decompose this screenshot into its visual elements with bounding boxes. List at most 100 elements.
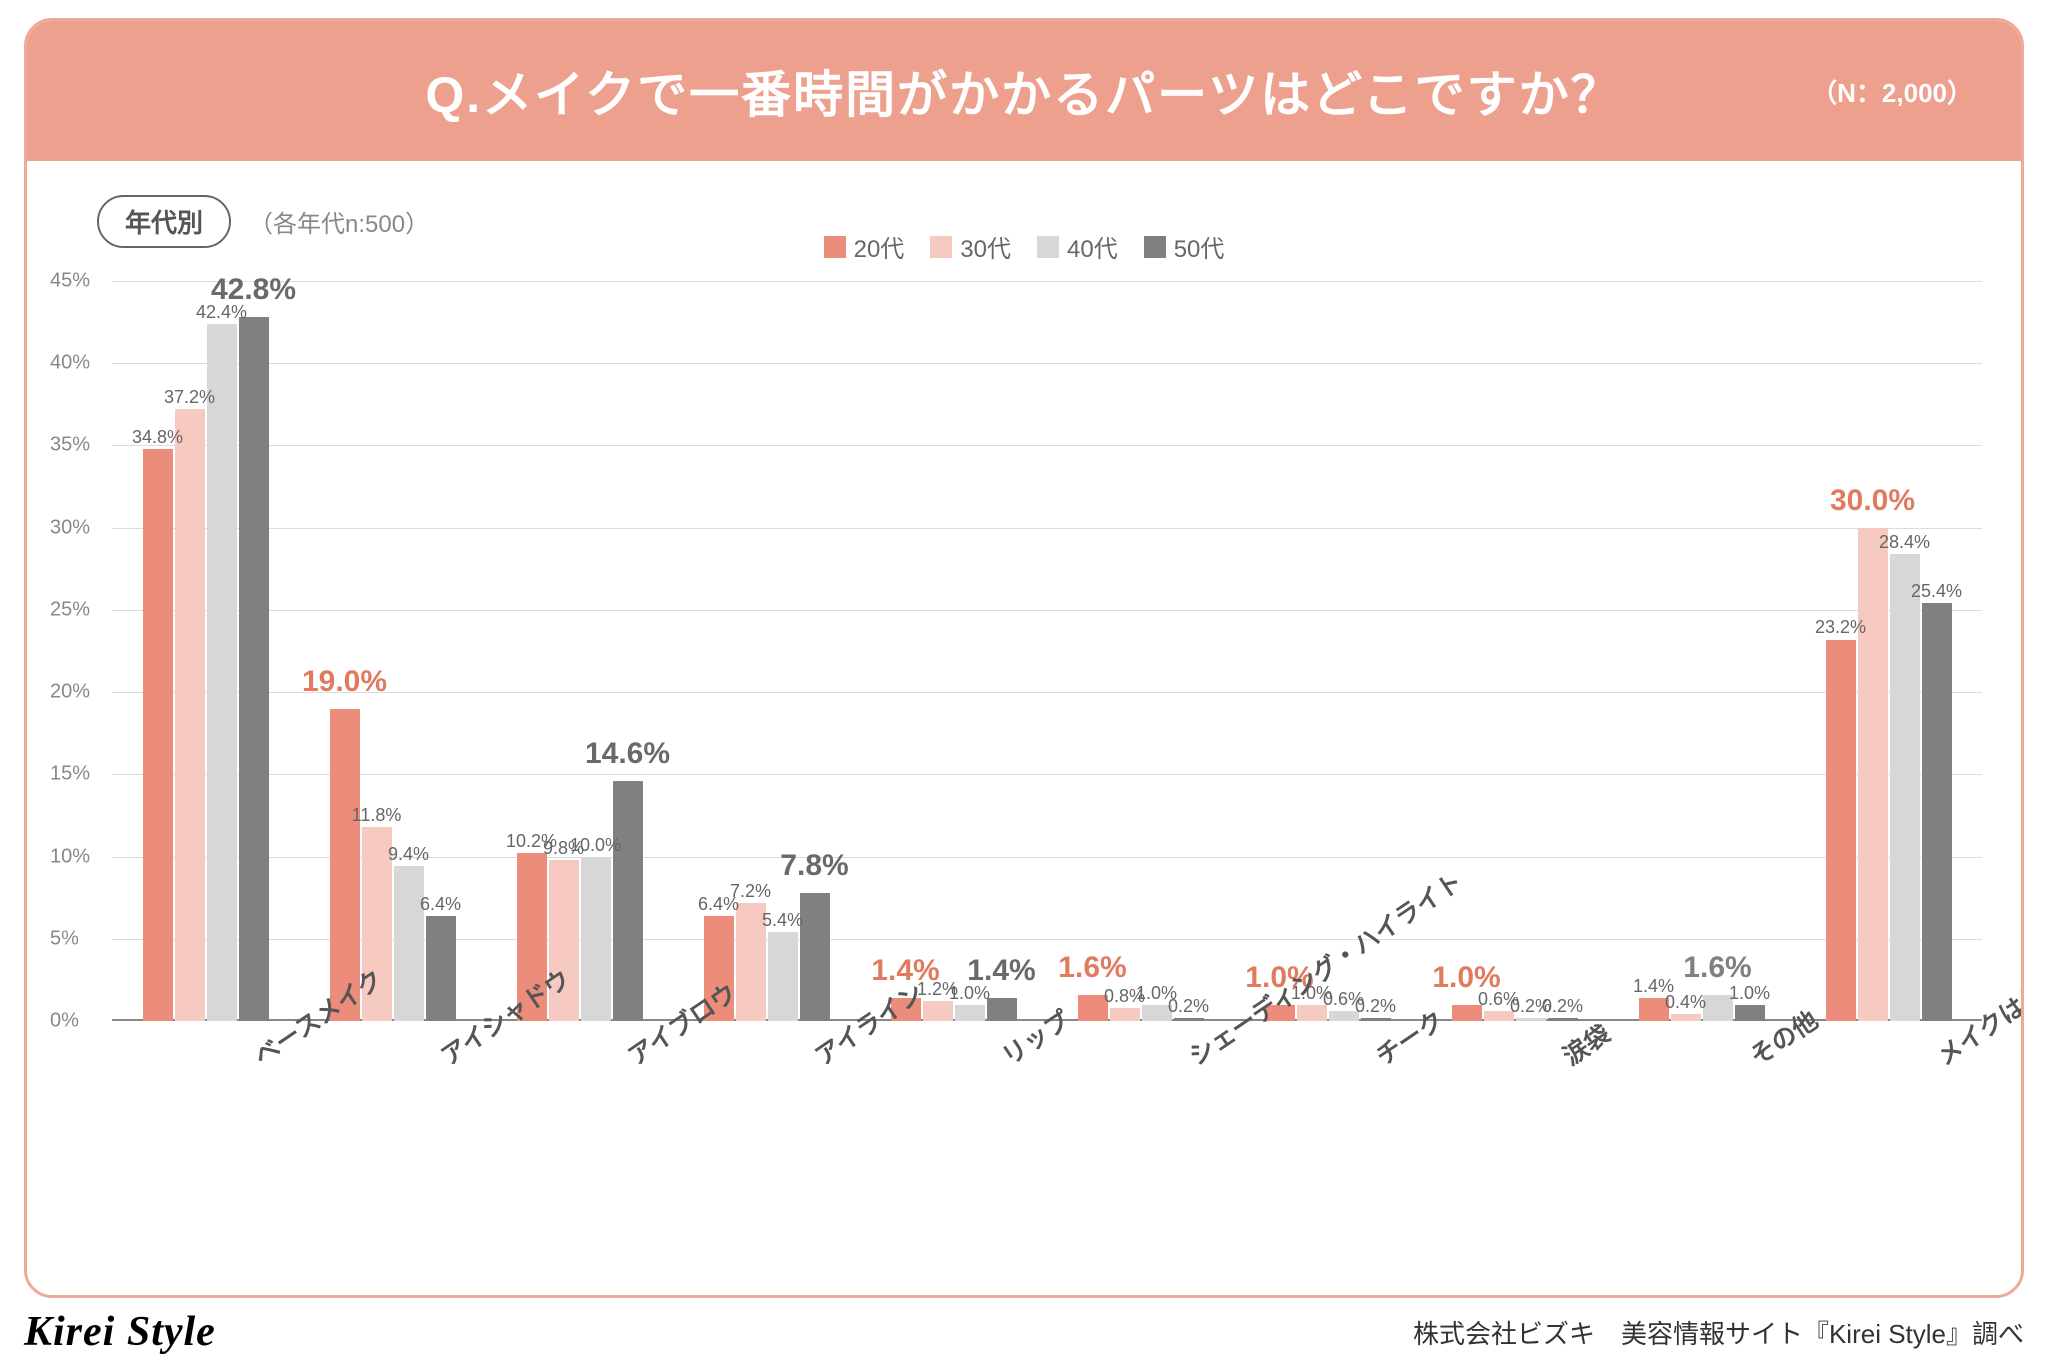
bar-value: 7.2% bbox=[730, 881, 771, 902]
chart-body: 年代別 （各年代n:500） 20代30代40代50代 0%5%10%15%20… bbox=[27, 161, 2021, 1281]
legend-label: 40代 bbox=[1067, 229, 1118, 264]
y-tick: 15% bbox=[50, 763, 90, 786]
grid-line bbox=[112, 281, 1982, 282]
bar-value-highlight: 1.6% bbox=[1683, 951, 1751, 985]
bar-value-highlight: 1.6% bbox=[1058, 951, 1126, 985]
grid-line bbox=[112, 445, 1982, 446]
grid-line bbox=[112, 528, 1982, 529]
bar-value: 0.2% bbox=[1168, 996, 1209, 1017]
bar bbox=[987, 998, 1017, 1021]
bar bbox=[394, 866, 424, 1021]
y-tick: 45% bbox=[50, 270, 90, 293]
legend: 20代 30代 40代 50代 bbox=[27, 229, 2021, 264]
bar bbox=[1174, 1018, 1204, 1021]
bar-value-highlight: 30.0% bbox=[1830, 484, 1915, 518]
category-label: ベースメイク bbox=[246, 1043, 266, 1073]
legend-label: 30代 bbox=[960, 229, 1011, 264]
source-text: 株式会社ビズキ 美容情報サイト『Kirei Style』調べ bbox=[1413, 1314, 2024, 1351]
bar bbox=[1516, 1018, 1546, 1021]
bar bbox=[613, 781, 643, 1021]
bar-value-highlight: 19.0% bbox=[302, 665, 387, 699]
sample-size: （N：2,000） bbox=[1811, 73, 1973, 110]
bar-value: 28.4% bbox=[1879, 532, 1930, 553]
bar-value: 10.0% bbox=[570, 835, 621, 856]
y-tick: 5% bbox=[50, 927, 79, 950]
bar-value-highlight: 7.8% bbox=[780, 849, 848, 883]
y-tick: 40% bbox=[50, 352, 90, 375]
plot-area: 0%5%10%15%20%25%30%35%40%45%34.8%37.2%42… bbox=[112, 281, 1982, 1021]
bar-value: 34.8% bbox=[132, 427, 183, 448]
grid-line bbox=[112, 363, 1982, 364]
legend-swatch bbox=[824, 236, 846, 258]
bar-value: 6.4% bbox=[420, 894, 461, 915]
category-labels: ベースメイク アイシャドウ アイブロウ アイライン リップ シェーディング・ハイライト チー… bbox=[112, 1031, 1982, 1271]
bar bbox=[239, 317, 269, 1021]
bar bbox=[1735, 1005, 1765, 1021]
legend-item: 20代 bbox=[824, 229, 905, 264]
legend-swatch bbox=[1144, 236, 1166, 258]
y-tick: 35% bbox=[50, 434, 90, 457]
bar-value: 0.4% bbox=[1665, 992, 1706, 1013]
brand-logo: Kirei Style bbox=[24, 1308, 216, 1356]
chart-title: Q.メイクで一番時間がかかるパーツはどこですか？ bbox=[425, 55, 1622, 127]
bar-value: 5.4% bbox=[762, 910, 803, 931]
bar bbox=[1858, 528, 1888, 1021]
bar bbox=[955, 1005, 985, 1021]
bar-value: 1.0% bbox=[1729, 983, 1770, 1004]
grid-line bbox=[112, 939, 1982, 940]
bar-value: 0.2% bbox=[1542, 996, 1583, 1017]
y-tick: 30% bbox=[50, 516, 90, 539]
category-label: シェーディング・ハイライト bbox=[1181, 1043, 1201, 1073]
legend-item: 30代 bbox=[930, 229, 1011, 264]
bar-value: 11.8% bbox=[352, 805, 402, 826]
legend-item: 40代 bbox=[1037, 229, 1118, 264]
bar-value-highlight: 1.4% bbox=[967, 954, 1035, 988]
category-label: その他 bbox=[1742, 1043, 1762, 1073]
bar-value: 0.2% bbox=[1355, 996, 1396, 1017]
category-label: メイクはしない bbox=[1929, 1043, 1949, 1073]
chart-frame: Q.メイクで一番時間がかかるパーツはどこですか？ （N：2,000） 年代別 （… bbox=[24, 18, 2024, 1298]
footer: Kirei Style 株式会社ビズキ 美容情報サイト『Kirei Style』… bbox=[24, 1308, 2024, 1356]
y-tick: 25% bbox=[50, 598, 90, 621]
bar bbox=[1361, 1018, 1391, 1021]
bar-value: 25.4% bbox=[1911, 581, 1962, 602]
bar bbox=[143, 449, 173, 1021]
legend-label: 20代 bbox=[854, 229, 905, 264]
grid-line bbox=[112, 610, 1982, 611]
legend-item: 50代 bbox=[1144, 229, 1225, 264]
bar-value: 23.2% bbox=[1815, 617, 1866, 638]
category-label: チーク bbox=[1368, 1043, 1388, 1073]
bar bbox=[330, 709, 360, 1021]
bar-value-highlight: 14.6% bbox=[585, 737, 670, 771]
grid-line bbox=[112, 774, 1982, 775]
bar bbox=[1826, 640, 1856, 1022]
category-label: アイシャドウ bbox=[433, 1043, 453, 1073]
y-tick: 10% bbox=[50, 845, 90, 868]
bar bbox=[207, 324, 237, 1021]
legend-swatch bbox=[930, 236, 952, 258]
category-label: アイライン bbox=[807, 1043, 827, 1073]
grid-line bbox=[112, 692, 1982, 693]
legend-swatch bbox=[1037, 236, 1059, 258]
bar bbox=[1548, 1018, 1578, 1021]
bar bbox=[1671, 1014, 1701, 1021]
bar bbox=[426, 916, 456, 1021]
category-label: 涙袋 bbox=[1555, 1043, 1575, 1073]
chart-header: Q.メイクで一番時間がかかるパーツはどこですか？ （N：2,000） bbox=[27, 21, 2021, 161]
bar bbox=[175, 409, 205, 1021]
bar bbox=[1890, 554, 1920, 1021]
category-label: アイブロウ bbox=[620, 1043, 640, 1073]
bar bbox=[1922, 603, 1952, 1021]
y-tick: 20% bbox=[50, 681, 90, 704]
category-label: リップ bbox=[994, 1043, 1014, 1073]
bar-value: 9.4% bbox=[388, 844, 429, 865]
bar bbox=[768, 932, 798, 1021]
bar bbox=[581, 857, 611, 1021]
bar-value-highlight: 42.8% bbox=[211, 273, 296, 307]
bar bbox=[800, 893, 830, 1021]
y-tick: 0% bbox=[50, 1010, 79, 1033]
bar bbox=[923, 1001, 953, 1021]
bar-value: 37.2% bbox=[164, 387, 215, 408]
bar bbox=[1110, 1008, 1140, 1021]
legend-label: 50代 bbox=[1174, 229, 1225, 264]
